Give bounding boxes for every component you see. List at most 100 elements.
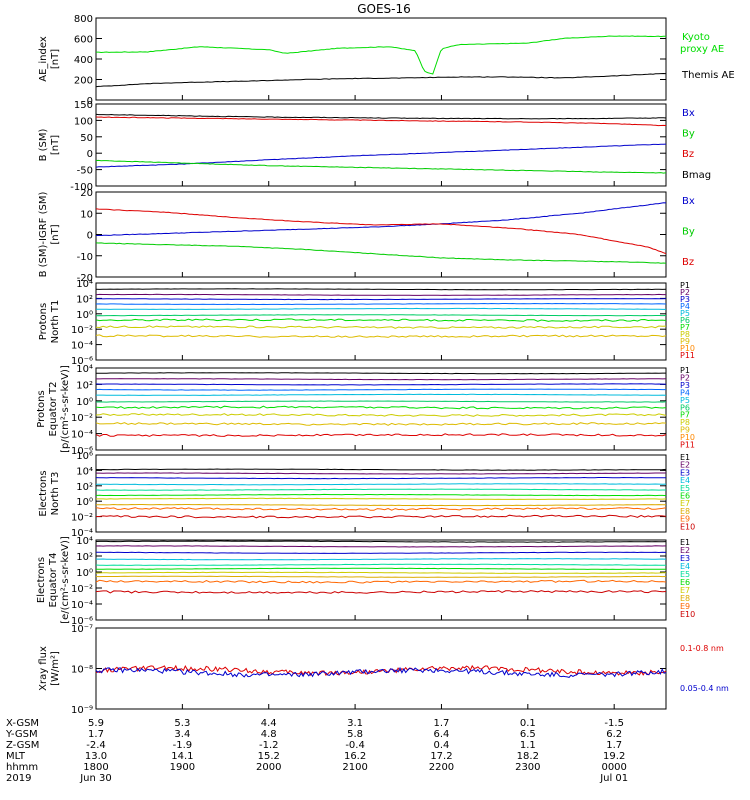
series-line-p5 bbox=[96, 307, 666, 310]
legend-label: E2 bbox=[680, 546, 690, 555]
x-axis-row-label: 2019 bbox=[6, 773, 31, 784]
y-tick-label: 0 bbox=[87, 231, 93, 242]
x-axis-value: Jun 30 bbox=[79, 773, 112, 784]
series-line-p4 bbox=[95, 302, 667, 306]
legend-label: E9 bbox=[680, 515, 690, 524]
legend-label: E1 bbox=[680, 538, 690, 547]
x-axis-value: Jul 01 bbox=[599, 773, 628, 784]
legend-label: P6 bbox=[680, 316, 690, 325]
legend-label: E3 bbox=[680, 468, 690, 477]
series-line-0-1-0-8-nm bbox=[95, 664, 667, 677]
legend-label: E3 bbox=[680, 554, 690, 563]
y-tick-label: 10⁴ bbox=[76, 536, 93, 547]
series-line-p2 bbox=[95, 293, 666, 296]
series-line-bz bbox=[95, 208, 667, 255]
x-axis-value: 1.7 bbox=[434, 718, 450, 729]
panel-xray: 10⁻⁷ 10⁻⁸ 10⁻⁹ Xray flux [W/m²] 0.1-0.8 nm 0.0… bbox=[38, 624, 729, 716]
y-tick-label: 10⁻⁴ bbox=[71, 430, 93, 441]
y-tick-label: 10⁻⁷ bbox=[71, 624, 93, 635]
x-axis-value: 0.4 bbox=[434, 740, 450, 751]
series-line-e2 bbox=[95, 545, 667, 548]
panel-frame bbox=[95, 17, 667, 101]
y-tick-label: 10⁻⁴ bbox=[71, 528, 93, 539]
legend-label: E2 bbox=[680, 461, 690, 470]
series-line-by bbox=[95, 242, 667, 264]
x-axis-value: 3.4 bbox=[174, 729, 190, 740]
y-tick-label: 0 bbox=[87, 149, 93, 160]
legend-label: P7 bbox=[680, 411, 690, 420]
y-tick-label: 10⁻⁴ bbox=[71, 341, 93, 352]
panel-frame bbox=[95, 539, 667, 621]
series-line-e10 bbox=[96, 514, 667, 519]
series-line-e7 bbox=[96, 497, 667, 501]
y-axis-label: [e/(cm²-s-sr-keV)] bbox=[60, 536, 71, 624]
legend-label: E8 bbox=[680, 594, 690, 603]
x-axis-value: 5.8 bbox=[347, 729, 363, 740]
y-tick-label: 10⁶ bbox=[76, 451, 93, 462]
x-axis-value: 1900 bbox=[170, 762, 195, 773]
y-tick-label: 10⁻⁴ bbox=[71, 600, 93, 611]
x-axis-value: 2300 bbox=[515, 762, 540, 773]
legend-label: Bz bbox=[682, 149, 694, 160]
y-tick-label: 20 bbox=[80, 188, 93, 199]
legend-label: By bbox=[682, 226, 695, 237]
legend-label: Bmag bbox=[682, 170, 711, 181]
series-line-bmag bbox=[95, 113, 667, 120]
legend-label: P10 bbox=[680, 433, 695, 442]
x-axis-value: 1.7 bbox=[606, 740, 622, 751]
x-axis-row-label: Z-GSM bbox=[6, 740, 39, 751]
series-line-e5 bbox=[95, 488, 666, 491]
y-tick-label: 10⁴ bbox=[76, 279, 93, 290]
panel-pe: 10⁴ 10² 10⁰ 10⁻² 10⁻⁴ 10⁻⁶ Protons Equator T2 [p… bbox=[36, 364, 695, 457]
series-line-e1 bbox=[95, 540, 667, 543]
legend-label: P9 bbox=[680, 337, 690, 346]
series-line-p3 bbox=[95, 298, 667, 301]
x-axis-value: 4.4 bbox=[261, 718, 277, 729]
panel-bgsm: 150 100 50 0 -50 -100 B (SM) [nT] Bx By Bz Bmag bbox=[38, 100, 711, 193]
y-tick-label: 10⁰ bbox=[76, 310, 93, 321]
legend-label: By bbox=[682, 129, 695, 140]
series-line-p8 bbox=[95, 325, 667, 329]
x-axis-value: 15.2 bbox=[258, 751, 280, 762]
series-line-e2 bbox=[96, 472, 666, 475]
y-tick-label: -50 bbox=[77, 166, 93, 177]
x-axis-value: 0000 bbox=[601, 762, 626, 773]
legend-label: E1 bbox=[680, 453, 690, 462]
series-line-p3 bbox=[95, 383, 667, 386]
legend-label: Kyoto bbox=[682, 32, 710, 43]
y-tick-label: -100 bbox=[70, 182, 93, 193]
x-axis-value: 2200 bbox=[429, 762, 454, 773]
legend-label: E7 bbox=[680, 586, 690, 595]
series-line-p4 bbox=[95, 388, 666, 391]
legend-label: E9 bbox=[680, 602, 690, 611]
x-axis-value: -1.5 bbox=[604, 718, 624, 729]
x-axis-row-label: MLT bbox=[6, 751, 26, 762]
y-axis-label: AE_index bbox=[38, 36, 49, 82]
x-axis-value: 14.1 bbox=[171, 751, 193, 762]
y-tick-label: 600 bbox=[74, 35, 93, 46]
x-axis-value: -1.9 bbox=[173, 740, 193, 751]
legend-label: P5 bbox=[680, 396, 690, 405]
series-line-0-05-0-4-nm bbox=[95, 666, 667, 678]
series-line-p5 bbox=[96, 393, 667, 396]
legend-label: P11 bbox=[680, 441, 695, 450]
y-tick-label: 150 bbox=[74, 100, 93, 111]
y-axis-label: North T1 bbox=[50, 300, 61, 344]
y-axis-label: B (SM) bbox=[38, 128, 49, 161]
y-axis-label: North T3 bbox=[50, 472, 61, 516]
y-tick-label: 10² bbox=[76, 380, 93, 391]
x-axis-value: 6.4 bbox=[434, 729, 450, 740]
series-line-p7 bbox=[95, 318, 667, 322]
series-line-p6 bbox=[95, 314, 667, 317]
y-tick-label: 10⁻⁶ bbox=[71, 356, 93, 367]
panel-bigrf: 20 10 0 -10 -20 B (SM)-IGRF (SM) [nT] Bx By Bz bbox=[38, 188, 695, 284]
legend-label: E4 bbox=[680, 562, 690, 571]
x-axis-value: 1.7 bbox=[88, 729, 104, 740]
x-axis-value: 1800 bbox=[83, 762, 108, 773]
x-axis-value: 19.2 bbox=[603, 751, 625, 762]
legend-label: P6 bbox=[680, 403, 690, 412]
x-axis-value: 2100 bbox=[342, 762, 367, 773]
